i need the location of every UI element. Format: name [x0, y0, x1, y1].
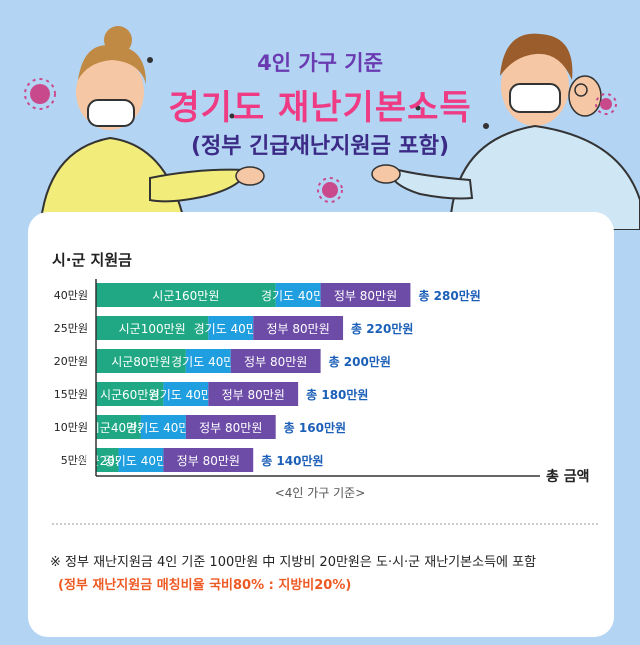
total-label: 총 280만원	[418, 288, 480, 303]
category-label: 40만원	[54, 289, 88, 302]
category-label: 5만원	[61, 454, 88, 467]
footnote-ratio: (정부 재난지원금 매칭비율 국비80% : 지방비20%)	[58, 578, 352, 593]
bar-label-gyeonggi: 경기도 40만원	[104, 454, 178, 468]
main-title: 경기도 재난기본소득	[168, 88, 472, 128]
chart-caption: <4인 가구 기준>	[274, 486, 366, 500]
bar-segment-gov	[230, 349, 321, 373]
bar-label-sigun: 시군80만원	[111, 355, 170, 369]
bar-segment-sigun	[96, 316, 209, 340]
woman-illustration	[24, 26, 640, 230]
bar-label-gyeonggi: 경기도 40만원	[126, 421, 200, 435]
bar-label-gov: 정부 80만원	[334, 289, 397, 303]
bar-segment-gov	[185, 415, 276, 439]
bar-segment-gyeonggi	[185, 349, 231, 373]
total-label: 총 160만원	[284, 420, 346, 435]
bar-label-sigun: 시군100만원	[119, 322, 186, 336]
bar-segment-sigun	[96, 283, 276, 307]
bar-label-gov: 정부 80만원	[267, 322, 330, 336]
bar-segment-gyeonggi	[140, 415, 186, 439]
sub-heading: (정부 긴급재난지원금 포함)	[190, 134, 450, 159]
bar-segment-gov	[253, 316, 344, 340]
bar-segment-gyeonggi	[163, 382, 209, 406]
category-label: 20만원	[54, 355, 88, 368]
bar-label-gov: 정부 80만원	[222, 388, 285, 402]
footnote: ※ 정부 재난지원금 4인 기준 100만원 中 지방비 20만원은 도·시·군…	[50, 555, 537, 570]
total-label: 총 180만원	[306, 387, 368, 402]
bar-label-gov: 정부 80만원	[244, 355, 307, 369]
total-label: 총 220만원	[351, 321, 413, 336]
bar-label-gov: 정부 80만원	[177, 454, 240, 468]
bar-segment-gyeonggi	[208, 316, 254, 340]
bar-label-gov: 정부 80만원	[199, 421, 262, 435]
total-label: 총 200만원	[329, 354, 391, 369]
bar-segment-gov	[320, 283, 411, 307]
bar-label-gyeonggi: 경기도 40만원	[261, 289, 335, 303]
bar-segment-sigun	[96, 415, 141, 439]
bar-segment-gov	[163, 448, 254, 472]
bar-label-gyeonggi: 경기도 40만원	[149, 388, 223, 402]
bar-label-sigun: 시군60만원	[100, 388, 159, 402]
subtitle: 4인 가구 기준	[257, 51, 383, 75]
chart-title: 시·군 지원금	[52, 251, 132, 269]
category-label: 15만원	[54, 388, 88, 401]
total-label: 총 140만원	[261, 453, 323, 468]
bar-label-sigun: 시군40만원	[89, 421, 148, 435]
bar-label-gyeonggi: 경기도 40만원	[171, 355, 245, 369]
bar-segment-sigun	[96, 448, 119, 472]
category-label: 10만원	[54, 421, 88, 434]
bar-segment-sigun	[96, 382, 164, 406]
x-axis-label: 총 금액	[546, 468, 590, 485]
category-label: 25만원	[54, 322, 88, 335]
bar-segment-gov	[208, 382, 299, 406]
divider	[52, 523, 598, 525]
bar-label-sigun: 시군160만원	[152, 289, 219, 303]
bar-segment-sigun	[96, 349, 186, 373]
bar-segment-gyeonggi	[118, 448, 164, 472]
bar-segment-gyeonggi	[275, 283, 321, 307]
bar-label-gyeonggi: 경기도 40만원	[194, 322, 268, 336]
